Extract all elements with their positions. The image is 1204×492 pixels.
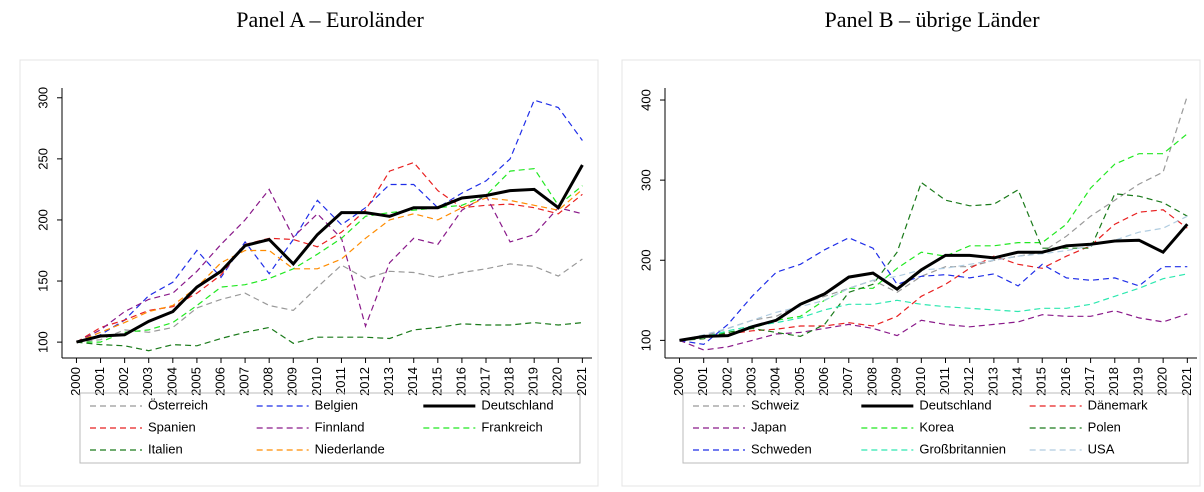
series-line — [76, 321, 583, 352]
legend-label: Schweiz — [751, 397, 799, 412]
series-line — [76, 164, 584, 344]
series-line — [76, 188, 583, 343]
legend-label: Schweden — [751, 441, 812, 456]
x-tick-label: 2015 — [1034, 367, 1049, 396]
x-tick-label: 2018 — [502, 367, 517, 396]
x-tick-label: 2018 — [1106, 367, 1121, 396]
legend-label: Polen — [1088, 419, 1121, 434]
x-tick-label: 2014 — [405, 367, 420, 396]
series-line — [679, 237, 1188, 346]
x-tick-label: 2016 — [453, 367, 468, 396]
y-tick-label: 100 — [35, 331, 50, 353]
y-tick-label: 100 — [638, 330, 653, 352]
legend-label: Dänemark — [1088, 397, 1148, 412]
x-tick-label: 2020 — [550, 367, 565, 396]
x-tick-label: 2001 — [92, 367, 107, 396]
series-line — [76, 99, 583, 343]
x-tick-label: 2008 — [864, 367, 879, 396]
legend-label: Österreich — [148, 397, 208, 412]
x-tick-label: 2008 — [261, 367, 276, 396]
x-tick-label: 2005 — [792, 367, 807, 396]
legend-label: Deutschland — [481, 397, 553, 412]
x-tick-label: 2006 — [816, 367, 831, 396]
legend-label: USA — [1088, 441, 1115, 456]
y-tick-label: 200 — [638, 249, 653, 271]
series-line — [679, 181, 1188, 341]
x-tick-label: 2003 — [140, 367, 155, 396]
series-line — [76, 161, 583, 343]
x-tick-label: 2010 — [309, 367, 324, 396]
x-tick-label: 2001 — [695, 367, 710, 396]
x-tick-label: 2013 — [985, 367, 1000, 396]
x-tick-label: 2000 — [68, 367, 83, 396]
y-tick-label: 300 — [638, 169, 653, 191]
panel-frame — [621, 59, 1201, 487]
x-tick-label: 2002 — [116, 367, 131, 396]
series-line — [679, 95, 1188, 341]
series-line — [679, 273, 1188, 341]
x-tick-label: 2016 — [1058, 367, 1073, 396]
x-tick-label: 2015 — [429, 367, 444, 396]
y-tick-label: 400 — [638, 89, 653, 111]
panel-title: Panel A – Euroländer — [236, 7, 424, 32]
x-tick-label: 2002 — [719, 367, 734, 396]
x-tick-label: 2019 — [1130, 367, 1145, 396]
x-tick-label: 2021 — [574, 367, 589, 396]
legend-label: Spanien — [148, 419, 196, 434]
series-line — [679, 223, 1189, 342]
series-line — [76, 167, 583, 343]
x-tick-label: 2017 — [477, 367, 492, 396]
x-tick-label: 2000 — [671, 367, 686, 396]
legend-label: Deutschland — [919, 397, 991, 412]
series-line — [679, 310, 1188, 351]
x-tick-label: 2009 — [285, 367, 300, 396]
x-tick-label: 2019 — [526, 367, 541, 396]
x-tick-label: 2007 — [840, 367, 855, 396]
x-tick-label: 2003 — [743, 367, 758, 396]
y-tick-label: 200 — [35, 209, 50, 231]
legend-label: Großbritannien — [919, 441, 1006, 456]
x-tick-label: 2010 — [913, 367, 928, 396]
series-line — [76, 258, 583, 343]
x-tick-label: 2020 — [1155, 367, 1170, 396]
y-tick-label: 250 — [35, 148, 50, 170]
x-tick-label: 2006 — [212, 367, 227, 396]
series-line — [679, 215, 1188, 341]
legend-label: Frankreich — [481, 419, 542, 434]
legend-label: Japan — [751, 419, 786, 434]
x-tick-label: 2012 — [961, 367, 976, 396]
x-tick-label: 2009 — [889, 367, 904, 396]
x-tick-label: 2012 — [357, 367, 372, 396]
x-tick-label: 2004 — [768, 367, 783, 396]
legend-label: Korea — [919, 419, 954, 434]
panel-frame — [19, 59, 599, 487]
x-tick-label: 2007 — [237, 367, 252, 396]
legend-label: Finnland — [315, 419, 365, 434]
x-tick-label: 2011 — [937, 367, 952, 395]
x-tick-label: 2004 — [164, 367, 179, 396]
x-tick-label: 2021 — [1179, 367, 1194, 396]
x-tick-label: 2013 — [381, 367, 396, 396]
legend-box — [79, 392, 581, 464]
y-tick-label: 150 — [35, 270, 50, 292]
x-tick-label: 2017 — [1082, 367, 1097, 396]
legend-box — [682, 392, 1189, 464]
series-line — [76, 188, 583, 343]
series-line — [679, 133, 1188, 341]
legend-label: Belgien — [315, 397, 358, 412]
legend-label: Niederlande — [315, 441, 385, 456]
x-tick-label: 2005 — [188, 367, 203, 396]
panel-title: Panel B – übrige Länder — [824, 7, 1040, 32]
legend-label: Italien — [148, 441, 183, 456]
x-tick-label: 2014 — [1009, 367, 1024, 396]
y-tick-label: 300 — [35, 87, 50, 109]
x-tick-label: 2011 — [333, 367, 348, 395]
